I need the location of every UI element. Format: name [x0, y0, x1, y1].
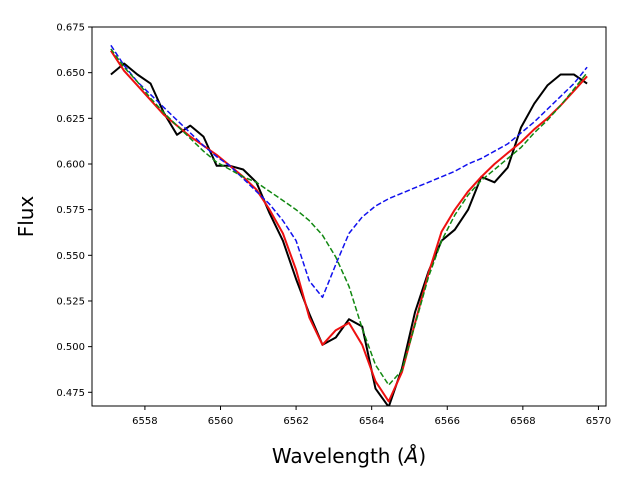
series-line-component-blue — [110, 44, 588, 299]
y-tick-label: 0.575 — [56, 205, 85, 216]
x-axis-label-text: Wavelength ( — [272, 444, 405, 468]
y-tick-label: 0.550 — [56, 251, 85, 262]
x-axis-label: Wavelength (Å) — [272, 444, 426, 468]
series-line-fit-total — [110, 50, 588, 403]
series-layer — [110, 44, 588, 406]
x-tick-label: 6564 — [359, 416, 384, 427]
x-tick-label: 6560 — [208, 416, 233, 427]
y-axis-ticks: 0.475 0.500 0.525 0.550 0.575 0.600 0.625 0.650… — [56, 23, 92, 399]
y-tick-label: 0.525 — [56, 296, 85, 307]
x-axis-label-close: ) — [418, 444, 426, 468]
y-tick-label: 0.475 — [56, 388, 85, 399]
x-tick-label: 6566 — [435, 416, 460, 427]
x-axis-label-unit: Å — [403, 444, 419, 468]
x-axis-ticks: 6558 6560 6562 6564 6566 6568 6570 — [132, 406, 611, 427]
y-tick-label: 0.625 — [56, 114, 85, 125]
x-tick-label: 6562 — [283, 416, 308, 427]
plot-frame — [91, 26, 607, 407]
series-line-observed — [110, 62, 588, 406]
y-tick-label: 0.675 — [56, 23, 85, 34]
y-tick-label: 0.600 — [56, 159, 85, 170]
x-tick-label: 6568 — [510, 416, 535, 427]
x-tick-label: 6558 — [132, 416, 157, 427]
y-tick-label: 0.500 — [56, 342, 85, 353]
y-axis-label: Flux — [14, 196, 38, 238]
series-line-component-green — [110, 48, 588, 386]
x-tick-label: 6570 — [586, 416, 611, 427]
y-tick-label: 0.650 — [56, 68, 85, 79]
